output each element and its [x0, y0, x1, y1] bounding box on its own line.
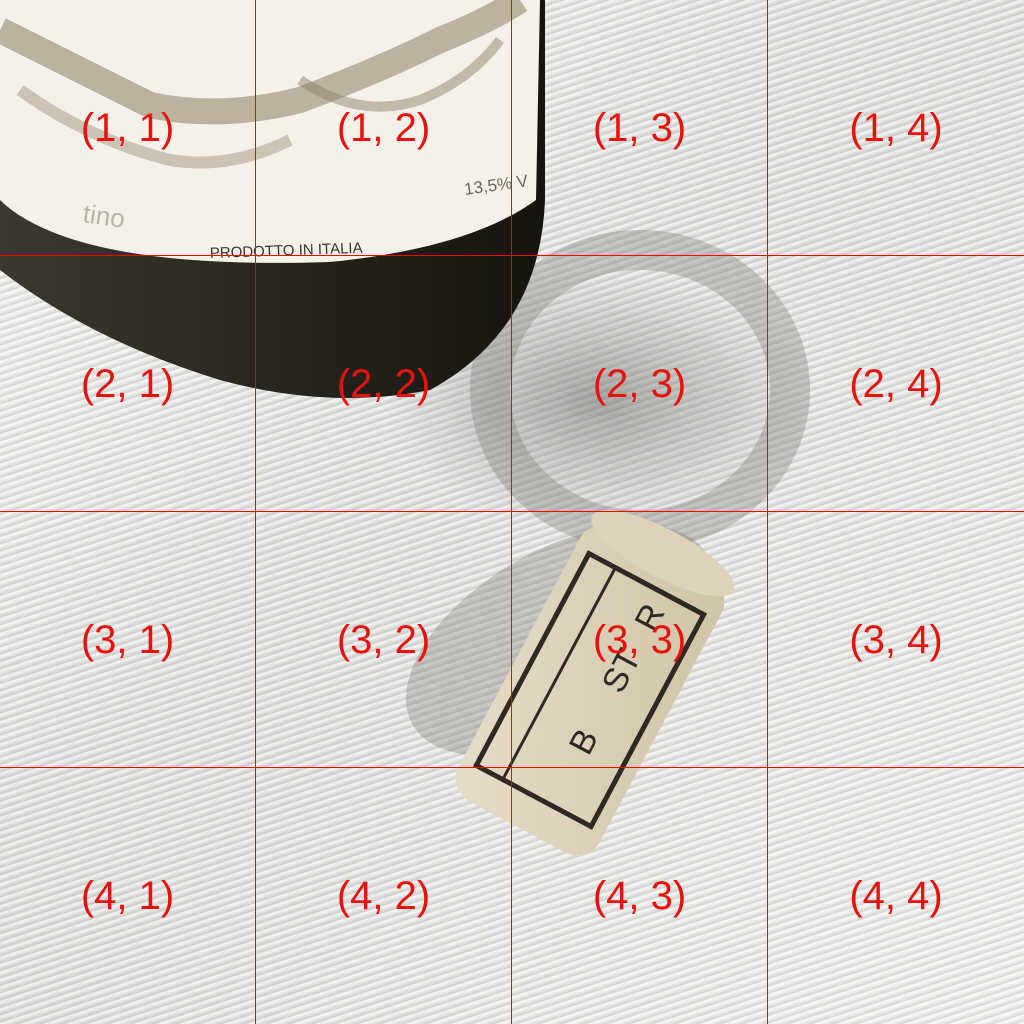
grid-cell-label: (4, 3): [512, 768, 768, 1024]
grid-cell-label: (2, 1): [0, 256, 256, 512]
grid-cell-label: (2, 2): [256, 256, 512, 512]
grid-cell-label: (3, 2): [256, 512, 512, 768]
grid-cell-label: (3, 3): [512, 512, 768, 768]
grid-cell-label: (4, 2): [256, 768, 512, 1024]
label-partial-word: tino: [81, 198, 127, 234]
grid-cell-label: (1, 1): [0, 0, 256, 256]
grid-cell-label: (2, 4): [768, 256, 1024, 512]
grid-cell-label: (4, 4): [849, 874, 943, 918]
wine-cork: ST B R: [455, 510, 735, 856]
grid-cell-label: (1, 2): [256, 0, 512, 256]
grid-cell-label: (4, 1): [0, 768, 256, 1024]
grid-cell-label: (1, 3): [512, 0, 768, 256]
grid-cell-label: (2, 3): [512, 256, 768, 512]
grid-cell-label: (1, 4): [768, 0, 1024, 256]
grid-cell-label: (3, 4): [768, 512, 1024, 768]
grid-cell-label: (3, 1): [0, 512, 256, 768]
wine-bottle: PRODOTTO IN ITALIA 13,5% V tino: [0, 0, 545, 398]
label-production-text: PRODOTTO IN ITALIA: [210, 240, 363, 262]
